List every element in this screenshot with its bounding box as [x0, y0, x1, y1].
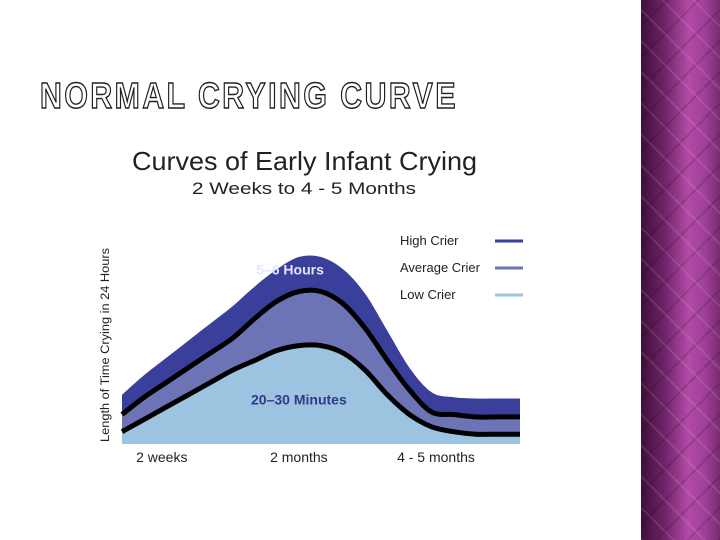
annotation-label: 5–6 Hours: [256, 261, 324, 277]
slide-title: NORMAL CRYING CURVE: [40, 66, 600, 126]
boundary-line-average-crier: [120, 287, 520, 420]
chart-title: Curves of Early Infant Crying: [132, 146, 477, 176]
boundary-line-low-crier: [120, 342, 521, 437]
y-axis-label: Length of Time Crying in 24 Hours: [100, 248, 112, 442]
x-tick-label: 2 months: [270, 449, 328, 465]
annotation-label: 20–30 Minutes: [251, 392, 347, 408]
crying-curve-chart: Curves of Early Infant Crying 2 Weeks to…: [92, 138, 528, 478]
x-tick-label: 2 weeks: [136, 449, 187, 465]
chart-subtitle: 2 Weeks to 4 - 5 Months: [192, 179, 416, 198]
slide-title-text: NORMAL CRYING CURVE: [40, 75, 458, 116]
decorative-side-bar: [641, 0, 720, 540]
legend-label-low-crier: Low Crier: [400, 287, 456, 302]
area-low-crier: [122, 344, 520, 444]
x-tick-label: 4 - 5 months: [397, 449, 475, 465]
legend-label-average-crier: Average Crier: [400, 260, 481, 275]
legend-label-high-crier: High Crier: [400, 233, 459, 248]
